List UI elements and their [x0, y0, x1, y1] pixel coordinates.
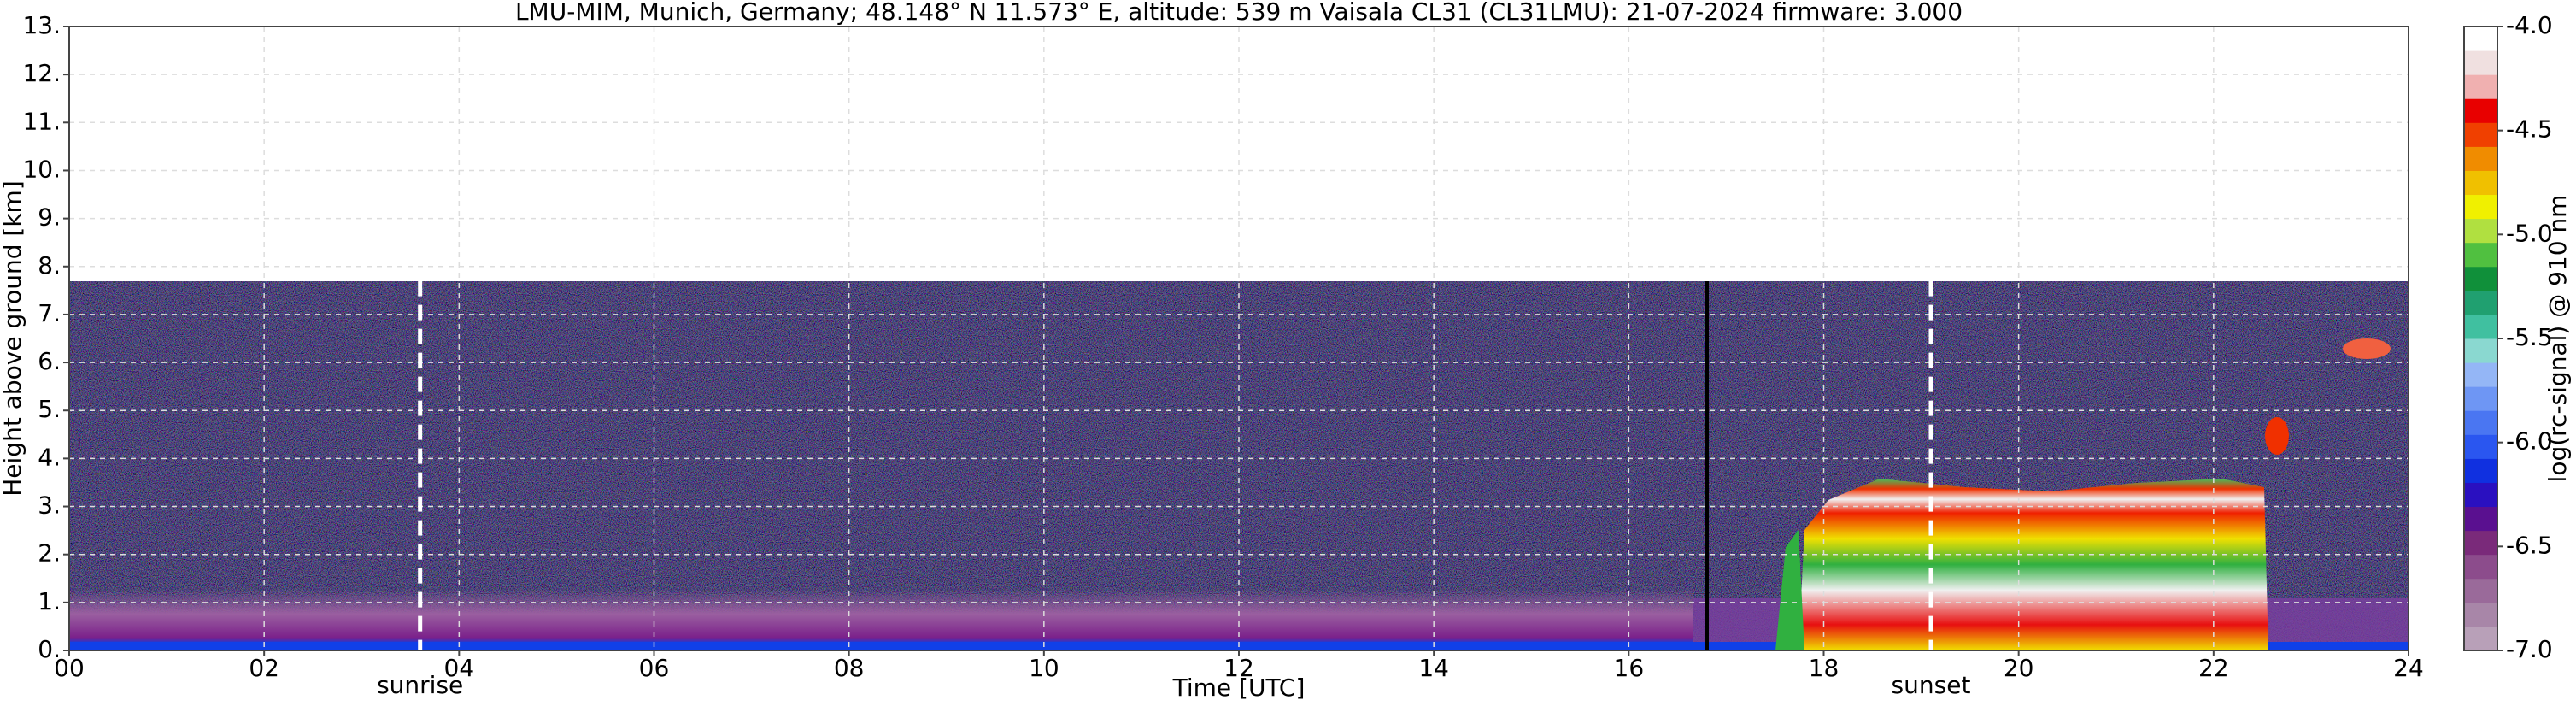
colorbar-segment [2464, 290, 2497, 315]
y-tick-label: 4. [38, 443, 61, 471]
x-tick-label: 00 [54, 654, 85, 682]
x-tick-label: 12 [1223, 654, 1254, 682]
colorbar-tick-label: -6.5 [2506, 531, 2553, 559]
y-tick-label: 2. [38, 539, 61, 568]
y-axis-label: Height above ground [km] [0, 180, 26, 497]
x-tick-label: 18 [1809, 654, 1840, 682]
colorbar-segment [2464, 434, 2497, 459]
x-tick-label: 06 [639, 654, 670, 682]
y-tick-label: 11. [22, 107, 61, 135]
data-gap [1705, 281, 1709, 650]
colorbar-segment [2464, 218, 2497, 244]
colorbar-segment [2464, 506, 2497, 532]
colorbar-segment [2464, 602, 2497, 627]
colorbar: -7.0 -6.5 -6.0 -5.5 -5.0 -4.5 -4.0 [2463, 11, 2553, 663]
x-tick-label: 14 [1418, 654, 1449, 682]
colorbar-segment [2464, 530, 2497, 556]
colorbar-segment [2464, 98, 2497, 123]
x-tick-label: 16 [1614, 654, 1645, 682]
colorbar-segment [2464, 338, 2497, 363]
colorbar-segment [2464, 146, 2497, 171]
y-tick-label: 12. [22, 59, 61, 87]
y-tick-label: 13. [22, 11, 61, 39]
colorbar-segment [2464, 578, 2497, 603]
colorbar-tick-label: -7.0 [2506, 635, 2553, 663]
colorbar-segment [2464, 410, 2497, 435]
colorbar-segment [2464, 26, 2497, 51]
y-tick-label: 7. [38, 299, 61, 327]
cloud-edge [1775, 530, 1804, 650]
y-tick-label: 9. [38, 203, 61, 232]
colorbar-segment [2464, 194, 2497, 220]
x-tick-label: 02 [249, 654, 279, 682]
colorbar-segment [2464, 314, 2497, 339]
y-tick-label: 5. [38, 395, 61, 423]
chart-title: LMU-MIM, Munich, Germany; 48.148° N 11.5… [515, 0, 1963, 26]
x-tick-label: 08 [834, 654, 865, 682]
colorbar-segment [2464, 50, 2497, 75]
x-tick-label: 24 [2393, 654, 2424, 682]
upper-cloud [2265, 417, 2289, 455]
colorbar-segment [2464, 482, 2497, 508]
annotation-label: sunset [1892, 671, 1971, 699]
colorbar-segment [2464, 362, 2497, 387]
colorbar-tick-label: -6.0 [2506, 427, 2553, 456]
cloud-layer [1799, 479, 2268, 650]
colorbar-segment [2464, 122, 2497, 147]
colorbar-tick-label: -4.0 [2506, 11, 2553, 39]
x-axis-label: Time [UTC] [1172, 674, 1306, 702]
y-tick-label: 8. [38, 251, 61, 279]
colorbar-segment [2464, 170, 2497, 196]
upper-cloud [2343, 338, 2391, 359]
colorbar-segment [2464, 554, 2497, 580]
x-tick-label: 20 [2004, 654, 2034, 682]
colorbar-segment [2464, 626, 2497, 651]
colorbar-tick-label: -5.5 [2506, 323, 2553, 351]
heatmap-image [69, 281, 2409, 650]
colorbar-segment [2464, 386, 2497, 411]
y-tick-label: 3. [38, 491, 61, 520]
y-tick-label: 1. [38, 587, 61, 615]
colorbar-segment [2464, 242, 2497, 268]
x-tick-label: 10 [1029, 654, 1059, 682]
colorbar-tick-label: -4.5 [2506, 115, 2553, 144]
boundary-layer [69, 590, 1693, 650]
annotation-label: sunrise [377, 671, 463, 699]
y-tick-label: 10. [22, 155, 61, 183]
y-tick-label: 6. [38, 347, 61, 375]
colorbar-segment [2464, 266, 2497, 291]
x-tick-label: 04 [444, 654, 475, 682]
colorbar-segment [2464, 74, 2497, 99]
colorbar-label: log(rc-signal) @ 910 nm [2544, 195, 2572, 483]
colorbar-tick-label: -5.0 [2506, 219, 2553, 247]
x-tick-label: 22 [2198, 654, 2229, 682]
colorbar-segment [2464, 458, 2497, 483]
y-tick-label: 0. [38, 635, 61, 663]
